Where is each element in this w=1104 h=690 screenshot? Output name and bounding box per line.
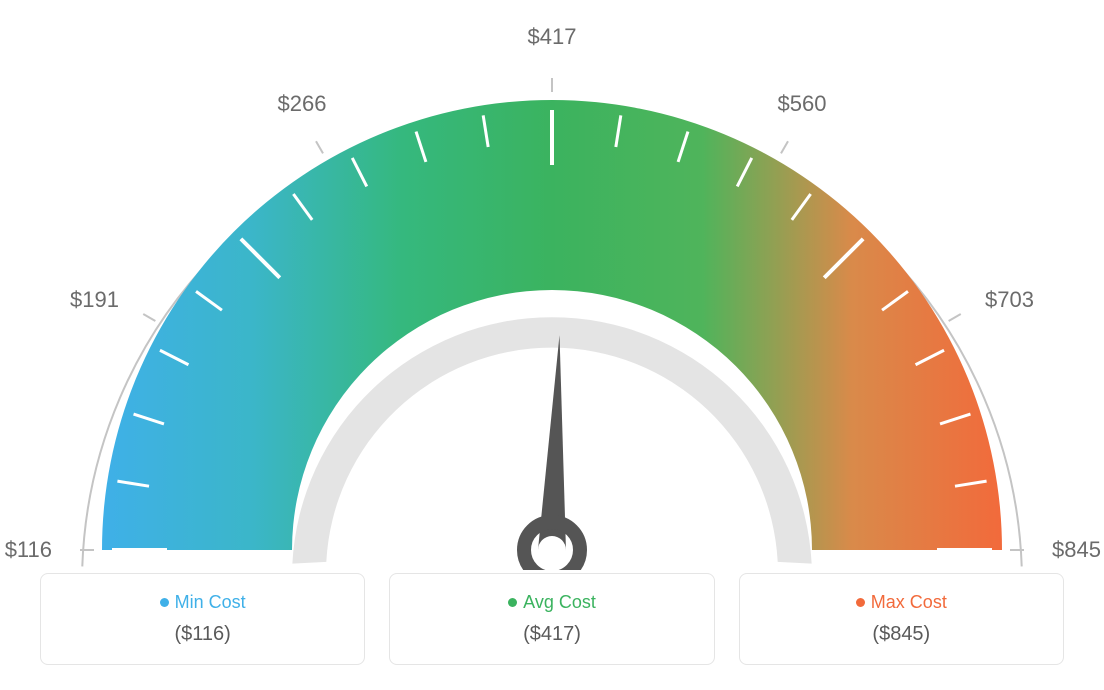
legend-min-label: Min Cost [160, 592, 246, 613]
legend-max-value: ($845) [760, 623, 1043, 646]
legend-min-value: ($116) [61, 623, 344, 646]
dot-icon [160, 598, 169, 607]
legend-avg: Avg Cost ($417) [389, 573, 714, 665]
gauge-tick-label: $417 [528, 24, 577, 50]
gauge-tick-label: $703 [985, 287, 1034, 313]
legend-avg-label: Avg Cost [508, 592, 596, 613]
dot-icon [508, 598, 517, 607]
gauge-chart: $116 $191 $266 $417 $560 $703 $845 [0, 10, 1104, 570]
gauge-tick-label: $191 [70, 287, 119, 313]
legend-min: Min Cost ($116) [40, 573, 365, 665]
legend-row: Min Cost ($116) Avg Cost ($417) Max Cost… [40, 573, 1064, 665]
legend-label-text: Avg Cost [523, 592, 596, 613]
legend-max-label: Max Cost [856, 592, 947, 613]
gauge-tick-label: $560 [778, 91, 827, 117]
legend-label-text: Min Cost [175, 592, 246, 613]
dot-icon [856, 598, 865, 607]
gauge-tick-label: $266 [278, 91, 327, 117]
gauge-tick-label: $845 [1052, 537, 1101, 563]
gauge-tick-label: $116 [5, 537, 52, 563]
legend-max: Max Cost ($845) [739, 573, 1064, 665]
legend-label-text: Max Cost [871, 592, 947, 613]
legend-avg-value: ($417) [410, 623, 693, 646]
